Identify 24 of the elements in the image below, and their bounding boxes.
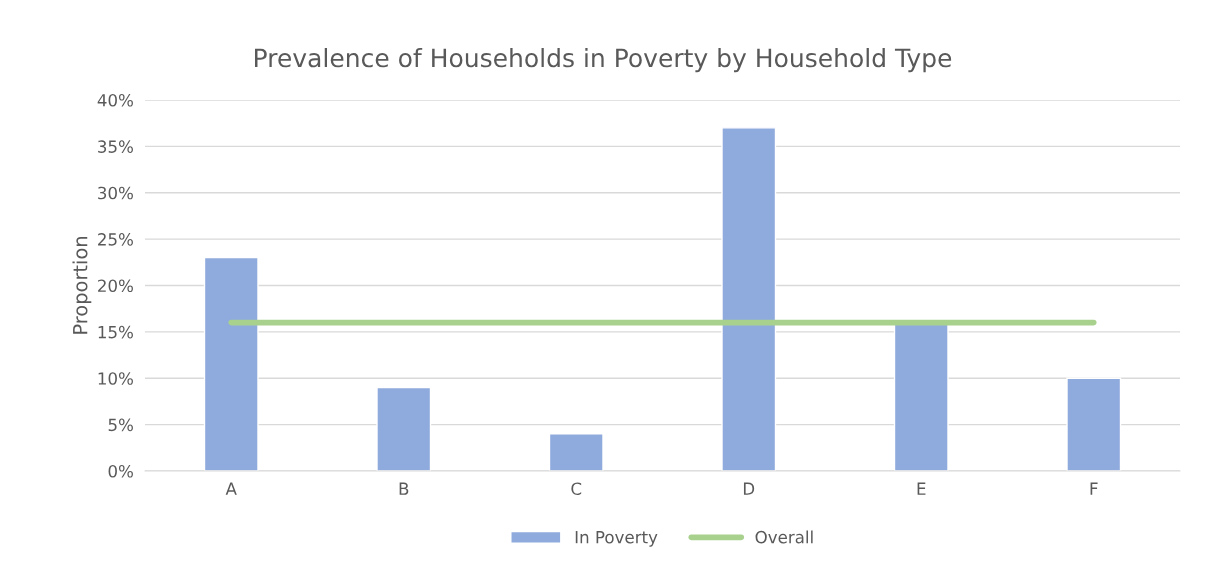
x-tick-label: D xyxy=(743,482,755,495)
bar xyxy=(1066,377,1122,471)
x-tick-label: F xyxy=(1090,482,1098,495)
y-tick-label: 10% xyxy=(98,372,133,385)
bar xyxy=(203,256,259,471)
x-tick-label: A xyxy=(225,482,237,495)
bar xyxy=(721,127,777,471)
y-axis-title: Proportion xyxy=(72,236,92,334)
chart-title: Prevalence of Households in Poverty by Household Type xyxy=(255,48,952,73)
y-tick-label: 15% xyxy=(98,325,133,339)
x-tick-label: C xyxy=(571,482,582,496)
bar xyxy=(548,433,604,471)
y-tick-label: 25% xyxy=(98,233,133,246)
x-tick-label: E xyxy=(917,482,926,495)
y-tick-label: 35% xyxy=(98,140,133,153)
bar xyxy=(376,386,432,471)
legend-label: In Poverty xyxy=(575,531,658,547)
y-tick-label: 5% xyxy=(108,418,133,432)
y-tick-label: 20% xyxy=(98,279,133,293)
y-tick-label: 0% xyxy=(108,464,133,478)
y-tick-label: 30% xyxy=(98,186,133,200)
x-tick-label: B xyxy=(399,482,409,495)
legend-label: Overall xyxy=(755,530,813,544)
y-tick-label: 40% xyxy=(97,93,133,107)
